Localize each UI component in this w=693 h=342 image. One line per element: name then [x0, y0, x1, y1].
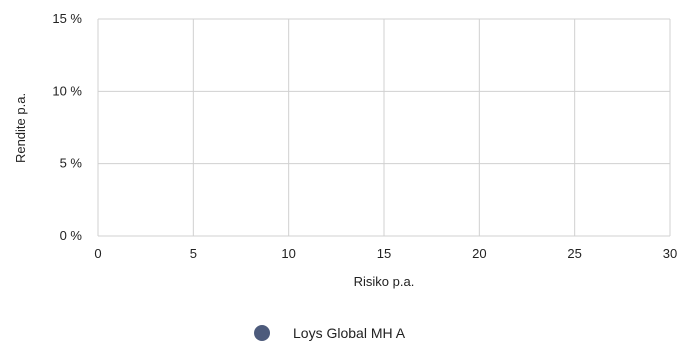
y-tick-label-5: 5 % [60, 156, 83, 171]
x-tick-label-25: 25 [567, 246, 581, 261]
y-tick-label-0: 0 % [60, 228, 83, 243]
y-axis-title: Rendite p.a. [13, 93, 28, 163]
y-axis-ticks: 0 % 5 % 10 % 15 % [52, 11, 82, 243]
x-axis-title: Risiko p.a. [354, 274, 415, 289]
x-axis-ticks: 0 5 10 15 20 25 30 [94, 246, 677, 261]
y-tick-label-15: 15 % [52, 11, 82, 26]
legend-label-loys-global-mh-a: Loys Global MH A [293, 325, 406, 341]
x-tick-label-15: 15 [377, 246, 391, 261]
x-tick-label-20: 20 [472, 246, 486, 261]
x-tick-label-30: 30 [663, 246, 677, 261]
grid-lines [97, 18, 671, 237]
x-tick-label-10: 10 [281, 246, 295, 261]
y-tick-label-10: 10 % [52, 83, 82, 98]
x-tick-label-0: 0 [94, 246, 101, 261]
legend-marker-loys-global-mh-a [254, 325, 270, 341]
x-tick-label-5: 5 [190, 246, 197, 261]
legend: Loys Global MH A [254, 325, 406, 341]
